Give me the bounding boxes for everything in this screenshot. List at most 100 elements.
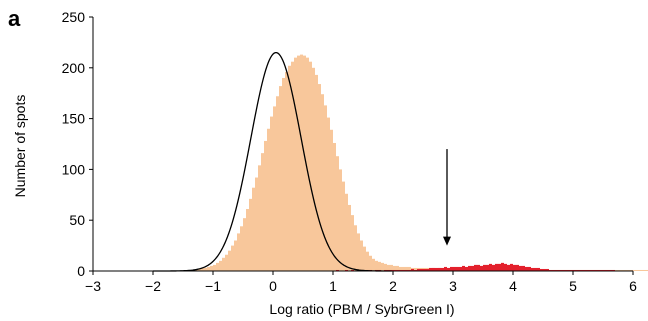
histogram-bar-highlight [519, 265, 522, 271]
histogram-bar-highlight [609, 269, 612, 271]
histogram-bar-highlight [450, 266, 453, 271]
histogram-bar-highlight [582, 269, 585, 271]
histogram-bar [414, 267, 417, 271]
histogram-bar [276, 96, 279, 271]
histogram-bar [405, 266, 408, 271]
histogram-bar-highlight [432, 267, 435, 271]
histogram-bar-highlight [552, 269, 555, 271]
histogram-bar-highlight [393, 269, 396, 271]
x-tick-label: 4 [509, 278, 517, 294]
histogram-bar-highlight [567, 269, 570, 271]
histogram-bar [618, 269, 621, 271]
x-tick-label: 3 [449, 278, 457, 294]
histogram-bar [201, 267, 204, 271]
histogram-bar [303, 55, 306, 271]
histogram-bar [216, 262, 219, 271]
histogram-bar-highlight [495, 263, 498, 271]
histogram-bar [369, 255, 372, 271]
histogram-bar-highlight [420, 268, 423, 271]
histogram-bar [324, 105, 327, 271]
histogram-bar-highlight [411, 268, 414, 271]
histogram-bar [279, 86, 282, 271]
y-tick-label: 150 [62, 111, 86, 127]
histogram-bar-highlight [546, 268, 549, 271]
histogram-bar [252, 187, 255, 271]
histogram-bar-highlight [501, 262, 504, 271]
histogram-bar-highlight [603, 269, 606, 271]
histogram-bar-highlight [351, 269, 354, 271]
histogram-bar [345, 193, 348, 271]
histogram-bar [267, 128, 270, 271]
histogram-bar-highlight [477, 264, 480, 271]
histogram-bar [645, 269, 648, 271]
histogram-bar-highlight [531, 267, 534, 271]
histogram-bar-highlight [564, 269, 567, 271]
histogram-bar-highlight [399, 269, 402, 271]
gaussian-fit-curve [153, 51, 392, 272]
histogram-bar [375, 260, 378, 271]
histogram-bar [300, 54, 303, 272]
histogram-bar [288, 65, 291, 272]
x-tick-label: 0 [269, 278, 277, 294]
histogram-bar-highlight [585, 269, 588, 271]
histogram-bar [627, 269, 630, 271]
histogram-bar-highlight [537, 267, 540, 271]
histogram-bar-highlight [429, 267, 432, 271]
histogram-bar [384, 263, 387, 271]
histogram-bar [213, 264, 216, 271]
histogram-bar [336, 156, 339, 271]
histogram-bar [327, 117, 330, 271]
histogram-bar-highlight [486, 264, 489, 271]
histogram-bar-highlight [465, 266, 468, 271]
histogram-bar [231, 245, 234, 271]
y-tick-label: 100 [62, 161, 86, 177]
histogram-bar [348, 204, 351, 271]
histogram-bar-highlight [396, 269, 399, 271]
histogram-bar-highlight [408, 269, 411, 271]
histogram-bar [396, 265, 399, 271]
histogram-bar [372, 258, 375, 271]
histogram-bar [378, 261, 381, 271]
histogram-bar-highlight [405, 269, 408, 271]
histogram-bar-highlight [507, 264, 510, 271]
y-tick-label: 0 [77, 263, 85, 279]
histogram-bar [312, 67, 315, 271]
histogram-bar-highlight [573, 269, 576, 271]
y-tick-label: 250 [62, 9, 86, 25]
histogram-bar [390, 264, 393, 271]
histogram-bar [258, 165, 261, 271]
histogram-bar-highlight [534, 267, 537, 271]
histogram-bar [246, 209, 249, 271]
histogram-bar-highlight [336, 269, 339, 271]
histogram-bar [357, 233, 360, 271]
histogram-bar [270, 116, 273, 271]
histogram-bar [408, 266, 411, 271]
histogram-bar [273, 106, 276, 271]
histogram-bar [321, 94, 324, 271]
histogram-bar-highlight [483, 264, 486, 271]
histogram-bar-highlight [540, 268, 543, 271]
histogram-bar-highlight [561, 269, 564, 271]
histogram-bar-highlight [462, 265, 465, 271]
histogram-bar [621, 269, 624, 271]
histogram-bar-highlight [480, 265, 483, 271]
histogram-bar-highlight [414, 269, 417, 271]
high-ratio-spots-bars [336, 262, 615, 271]
histogram-bar [342, 181, 345, 271]
histogram-bar-highlight [528, 266, 531, 271]
histogram-bar-highlight [549, 269, 552, 271]
x-tick-label: −1 [205, 278, 221, 294]
y-tick-label: 200 [62, 60, 86, 76]
histogram-bar-highlight [579, 269, 582, 271]
histogram-bar-highlight [516, 264, 519, 271]
histogram-bar-highlight [453, 266, 456, 271]
histogram-bar [282, 77, 285, 272]
histogram-bar [198, 268, 201, 271]
histogram-bar-highlight [576, 269, 579, 271]
histogram-bar-highlight [402, 269, 405, 271]
histogram-bar-highlight [459, 266, 462, 271]
x-tick-label: 2 [389, 278, 397, 294]
histogram-bar-highlight [522, 265, 525, 271]
threshold-arrow [443, 149, 451, 246]
histogram-bar-highlight [606, 269, 609, 271]
